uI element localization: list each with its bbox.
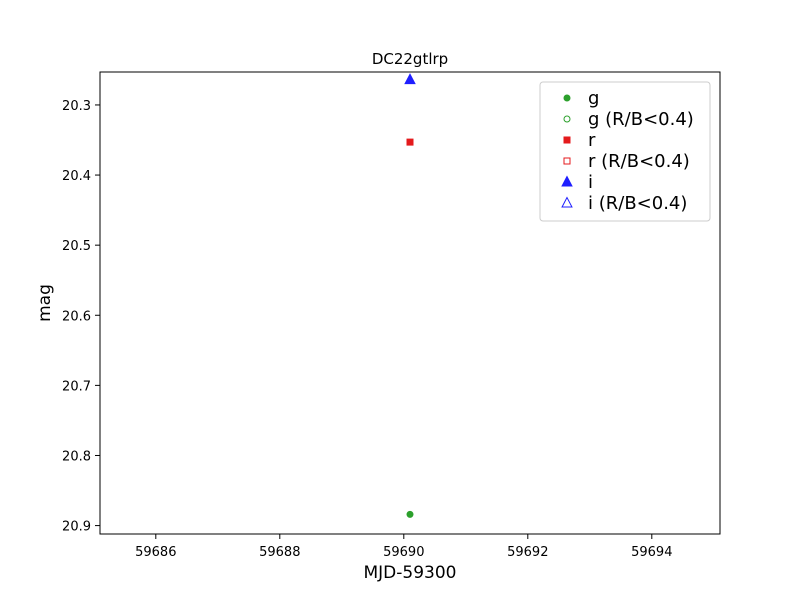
data-point-circle bbox=[406, 510, 414, 518]
x-tick-label: 59690 bbox=[383, 545, 424, 560]
legend-marker-triangle bbox=[561, 175, 573, 187]
x-tick-label: 59688 bbox=[259, 545, 300, 560]
y-tick-label: 20.4 bbox=[62, 169, 91, 184]
y-axis-label: mag bbox=[35, 284, 55, 322]
data-point-square bbox=[406, 138, 414, 146]
legend-frame bbox=[539, 81, 711, 222]
legend-marker-triangle bbox=[561, 196, 573, 208]
y-tick-label: 20.8 bbox=[62, 449, 91, 464]
x-tick-label: 59694 bbox=[631, 545, 672, 560]
legend-label: g bbox=[588, 88, 599, 109]
y-tick-label: 20.5 bbox=[62, 239, 91, 254]
legend-marker-square bbox=[563, 136, 571, 144]
chart-title: DC22gtlrp bbox=[372, 50, 448, 68]
x-axis-label: MJD-59300 bbox=[364, 563, 457, 583]
y-tick-label: 20.7 bbox=[62, 379, 91, 394]
y-tick-label: 20.9 bbox=[62, 520, 91, 535]
x-tick-label: 59692 bbox=[507, 545, 548, 560]
x-tick-label: 59686 bbox=[135, 545, 176, 560]
legend-marker-circle bbox=[563, 115, 571, 123]
legend-marker-circle bbox=[563, 94, 571, 102]
y-axis-ticks: 20.3 20.4 20.5 20.6 20.7 20.8 20.9 bbox=[62, 99, 100, 535]
legend-label: r bbox=[588, 130, 596, 151]
legend-label: i bbox=[588, 172, 593, 193]
legend-label: r (R/B<0.4) bbox=[588, 151, 690, 172]
legend-label: g (R/B<0.4) bbox=[588, 109, 694, 130]
legend-marker-square bbox=[563, 157, 571, 165]
legend-label: i (R/B<0.4) bbox=[588, 193, 687, 214]
data-points bbox=[404, 73, 416, 518]
data-point-triangle bbox=[404, 73, 416, 85]
y-tick-label: 20.6 bbox=[62, 309, 91, 324]
x-axis-ticks: 59686 59688 59690 59692 59694 bbox=[135, 534, 672, 560]
y-tick-label: 20.3 bbox=[62, 99, 91, 114]
legend: gg (R/B<0.4)rr (R/B<0.4)ii (R/B<0.4) bbox=[539, 81, 711, 222]
